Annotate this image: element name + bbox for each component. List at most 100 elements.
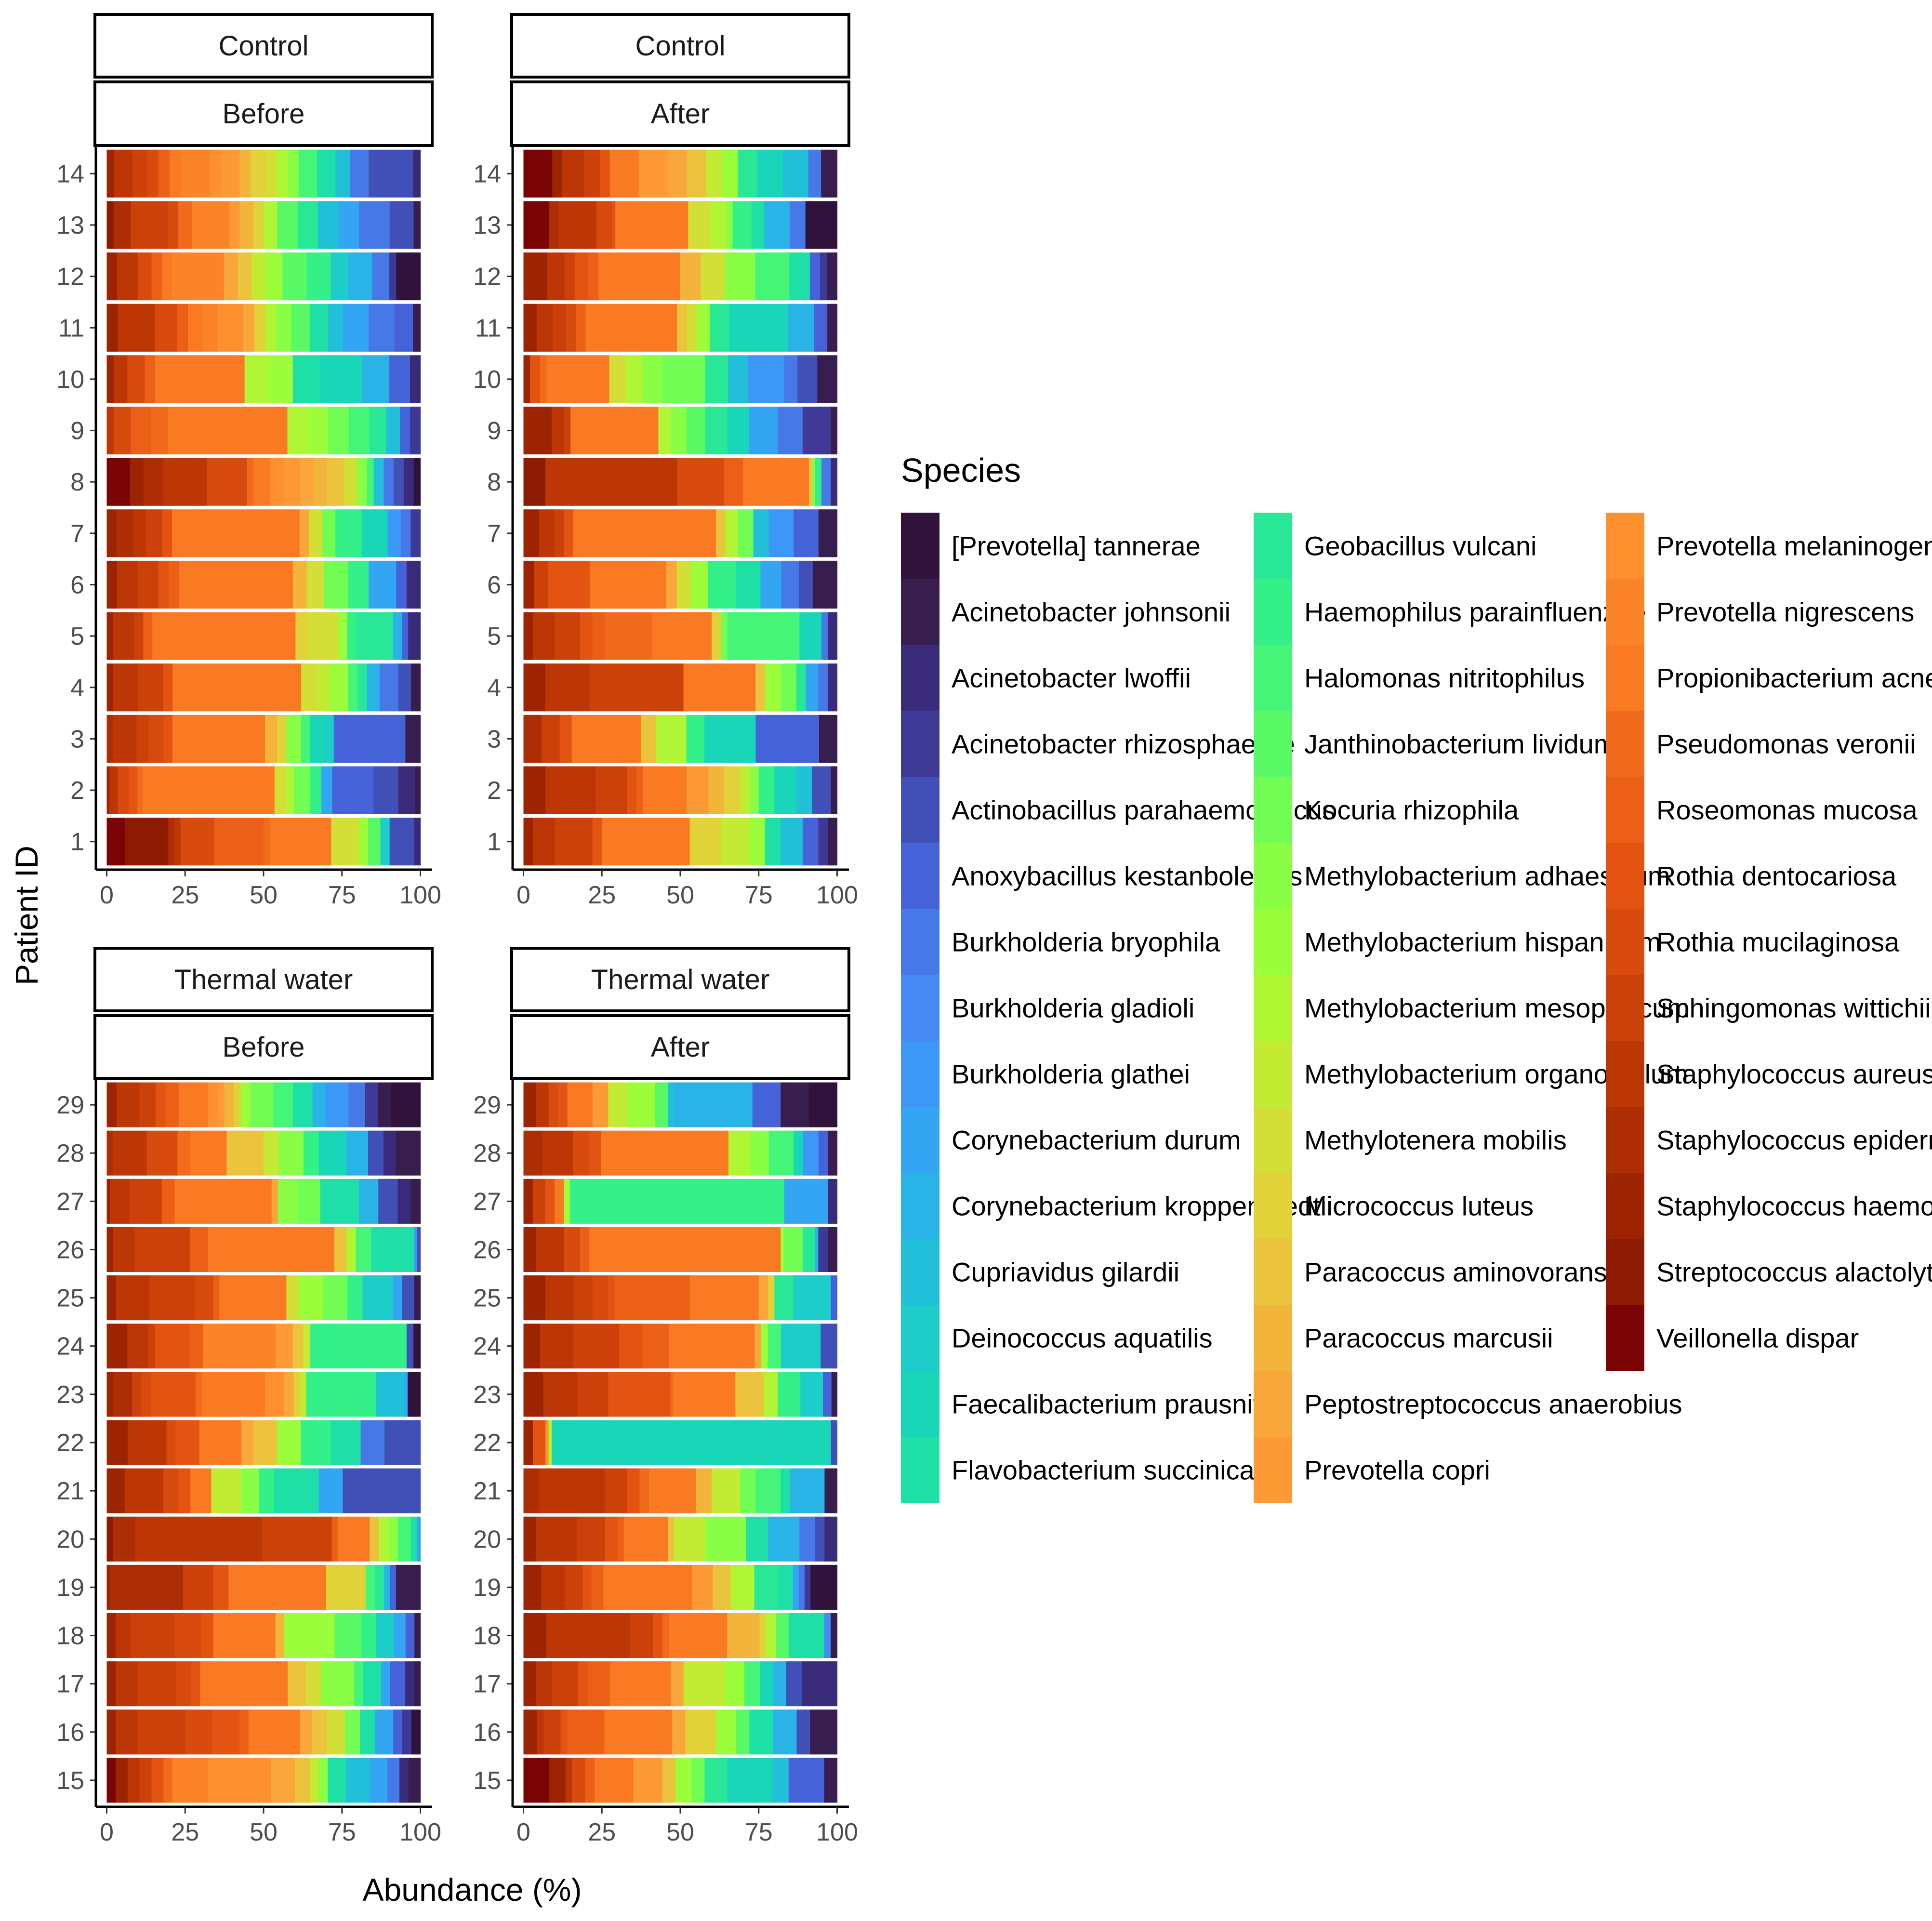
bar-segment [190,1468,212,1513]
bar-segment [165,1082,179,1127]
bar-segment [213,1613,276,1658]
bar-segment [827,612,838,660]
legend-item: [Prevotella] tannerae [901,513,1201,579]
bar-segment [705,1516,747,1562]
bar-segment [253,1420,278,1465]
bar-segment [152,612,296,660]
legend-item: Prevotella copri [1254,1437,1490,1503]
bar-segment [309,509,323,557]
bar-segment [576,304,586,352]
bar-segment [523,1275,546,1321]
bar-segment [303,1324,311,1369]
bar-segment [667,149,687,198]
legend-key [901,1437,940,1503]
bar-segment [605,1516,618,1562]
bar-segment [201,1372,265,1417]
legend-label: Burkholderia bryophila [952,927,1220,957]
bar-segment [241,1420,253,1465]
bar-segment [163,715,173,763]
bar-segment [553,304,567,352]
legend-key [901,1239,940,1305]
y-tick-label: 21 [473,1477,501,1505]
bar-segment [224,1082,235,1127]
bar-segment [523,458,546,506]
bar-segment [106,1179,110,1224]
bar-segment [821,458,832,506]
legend-item: Staphylococcus epidermidis [1606,1107,1932,1173]
y-tick-label: 9 [487,417,501,445]
bar-segment [132,1372,142,1417]
x-tick-label: 25 [588,1818,616,1846]
bar-segment [114,149,133,198]
bar-segment [137,1709,185,1755]
bar-segment [827,1227,838,1272]
bar-segment [752,1082,781,1127]
facet-strip-sub [510,1014,850,1080]
bar-segment [523,612,533,660]
x-tick-label: 75 [745,1818,773,1846]
bar-segment [728,355,749,403]
legend-key [1254,711,1292,777]
bar-segment [564,1227,581,1272]
bar-segment [545,1420,549,1465]
facet-strip-top-label: Control [635,30,726,62]
bar-segment [565,1564,583,1610]
bar-segment [765,818,781,866]
facet-strip-top-label: Thermal water [174,964,353,995]
bar-segment [671,1661,684,1707]
bar-segment [755,663,766,712]
bar-segment [155,1324,190,1369]
facet-strip-sub-label: After [651,1032,710,1063]
bar-segment [259,1468,275,1513]
legend-label: Rothia dentocariosa [1656,861,1897,891]
bar-segment [148,715,164,763]
bar-segment [307,612,339,660]
bar-segment [214,818,264,866]
bar-segment [648,1468,697,1513]
bar-segment [810,1709,838,1755]
bar-segment [362,1275,394,1321]
bar-segment [601,1130,729,1176]
bar-segment [328,406,349,455]
bar-segment [370,1758,388,1803]
bar-segment [287,149,299,198]
bar-segment [799,612,822,660]
bar-patient-4 [523,663,838,712]
bar-segment [333,715,406,763]
bar-segment [727,612,800,660]
facet-strip-sub-label: After [651,98,710,130]
legend-key [1254,975,1292,1041]
y-tick-label: 1 [487,828,501,856]
bar-segment [118,304,155,352]
bar-segment [824,1516,838,1562]
bar-patient-9 [523,406,838,455]
bar-patient-27 [106,1179,421,1224]
bar-segment [158,149,170,198]
bar-segment [555,612,581,660]
bar-segment [655,1082,668,1127]
bar-segment [192,201,230,249]
bar-segment [295,1758,310,1803]
bar-segment [106,1564,110,1610]
bar-segment [354,1661,364,1707]
bar-segment [627,766,637,814]
bar-segment [547,252,565,301]
legend-label: Kocuria rhizophila [1304,795,1519,825]
bar-segment [345,1758,370,1803]
bar-patient-24 [523,1324,838,1369]
bar-segment [163,1468,179,1513]
bar-segment [750,1130,769,1176]
bar-patient-8 [523,458,838,506]
bar-segment [356,1227,371,1272]
bar-segment [292,1324,304,1369]
bar-segment [139,1758,152,1803]
bar-segment [145,355,156,403]
bar-segment [540,1324,573,1369]
bar-segment [394,458,404,506]
bar-segment [781,1227,784,1272]
bar-segment [106,1324,128,1369]
bar-segment [132,509,146,557]
bar-segment [536,1227,565,1272]
y-tick-label: 6 [70,571,84,599]
bar-patient-16 [523,1709,838,1755]
